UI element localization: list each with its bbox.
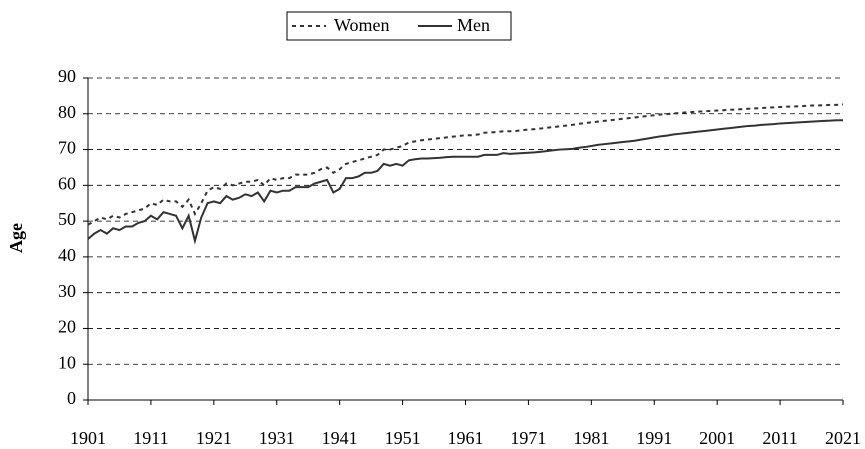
x-tick-label: 1921 [196,428,232,448]
x-tick-label: 1911 [133,428,168,448]
y-tick-label: 50 [58,209,76,229]
y-tick-label: 60 [58,173,76,193]
x-tick-label: 1991 [636,428,672,448]
x-tick-label: 1941 [322,428,358,448]
x-tick-label: 1901 [70,428,106,448]
y-tick-label: 90 [58,66,76,86]
x-tick-label: 1931 [259,428,295,448]
y-tick-label: 80 [58,102,76,122]
x-tick-label: 1961 [448,428,484,448]
y-tick-label: 30 [58,281,76,301]
y-tick-label: 10 [58,352,76,372]
legend-label: Women [334,15,390,35]
legend-label: Men [457,15,490,35]
x-tick-label: 2011 [762,428,797,448]
y-tick-label: 70 [58,138,76,158]
x-tick-label: 2021 [825,428,861,448]
y-tick-label: 20 [58,317,76,337]
x-tick-label: 1951 [385,428,421,448]
x-tick-label: 2001 [699,428,735,448]
y-axis-label: Age [6,223,26,253]
x-tick-label: 1971 [510,428,546,448]
series-line [87,103,844,226]
series-line [87,119,843,245]
y-tick-label: 40 [58,245,76,265]
y-tick-label: 0 [67,388,76,408]
x-tick-label: 1981 [573,428,609,448]
